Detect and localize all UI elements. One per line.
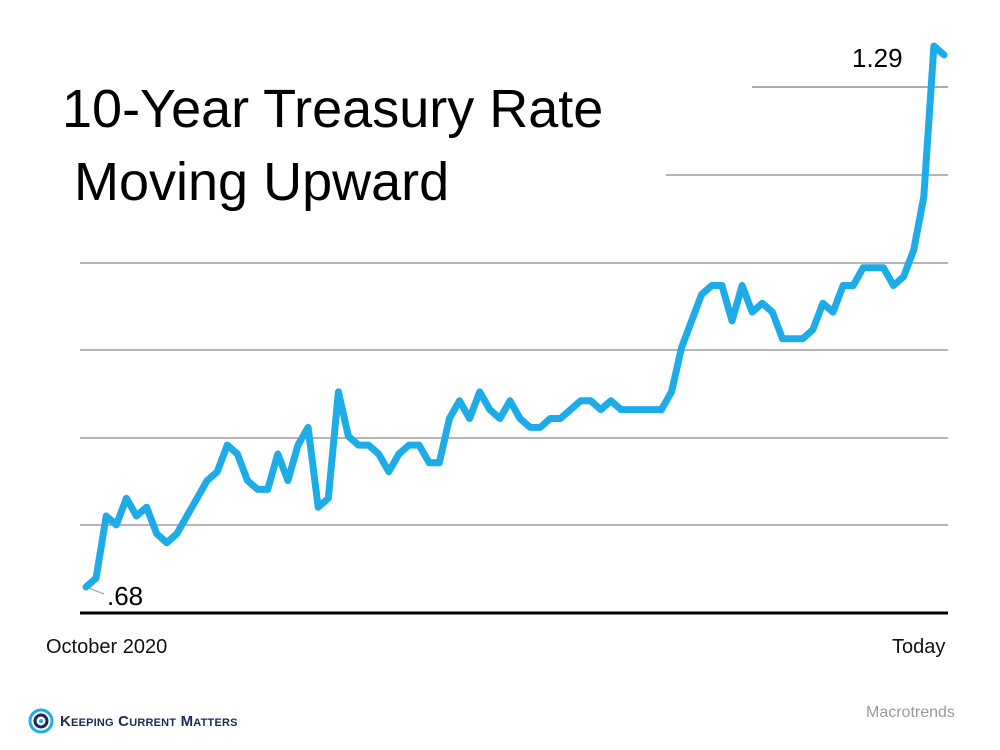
x-tick-label-start: October 2020	[46, 636, 168, 658]
x-tick-label-end: Today	[892, 636, 946, 658]
chart-title-line-2: Moving Upward	[74, 152, 450, 212]
brand-name: Keeping Current Matters	[60, 712, 238, 730]
source-credit: Macrotrends	[866, 704, 955, 721]
brand-logo: Keeping Current Matters	[28, 708, 238, 734]
chart-title-line-1: 10-Year Treasury Rate	[62, 79, 604, 139]
series-line-treasury-rate	[82, 42, 948, 591]
end-value-label: 1.29	[852, 43, 903, 73]
gridlines	[80, 174, 948, 526]
start-value-label: .68	[107, 581, 143, 611]
kcm-spiral-logo-icon	[28, 708, 54, 734]
